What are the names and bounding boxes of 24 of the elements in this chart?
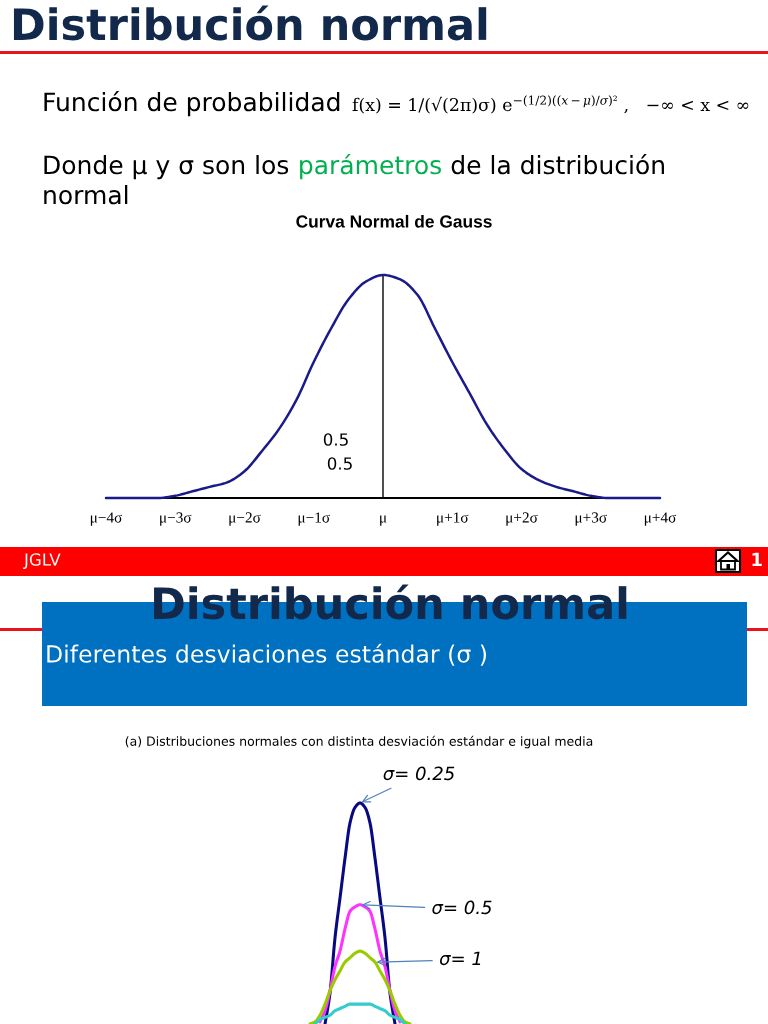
x-tick-label: μ+3σ: [575, 512, 607, 526]
chart-title: Curva Normal de Gauss: [296, 214, 492, 228]
text: JGLV: [23, 553, 61, 569]
text: σ= 0.5: [432, 900, 492, 915]
annotation: 0.5: [323, 433, 348, 446]
x-tick-label: μ−4σ: [90, 512, 123, 526]
text: f(x) = 1/(√(2π)σ) e$^{−(1/2)((x−μ)/σ)²}$ , −∞ < x < ∞: [352, 95, 749, 114]
text: Función de probabilidad: [44, 91, 340, 117]
chart-title: (a) Distribuciones normales con distinta desviación estándar e igual media: [125, 735, 593, 749]
x-tick-label: μ: [380, 515, 387, 526]
annotation: 0.5: [327, 457, 352, 470]
text: Diferentes desviaciones estándar (σ ): [47, 643, 486, 666]
text: 1: [752, 552, 762, 566]
text: parámetros: [300, 154, 441, 180]
x-tick-label: μ−2σ: [229, 512, 261, 526]
text: σ= 1: [439, 951, 481, 966]
x-tick-label: μ−1σ: [298, 512, 330, 526]
x-tick-label: μ+4σ: [644, 512, 677, 526]
x-tick-label: μ+1σ: [437, 512, 469, 526]
series-label: σ= 0.25: [383, 766, 455, 781]
text: Donde μ y σ son los: [44, 155, 289, 180]
text: Distribución normal: [13, 5, 487, 41]
x-tick-label: μ−3σ: [160, 512, 192, 526]
x-tick-label: μ+2σ: [506, 512, 538, 526]
